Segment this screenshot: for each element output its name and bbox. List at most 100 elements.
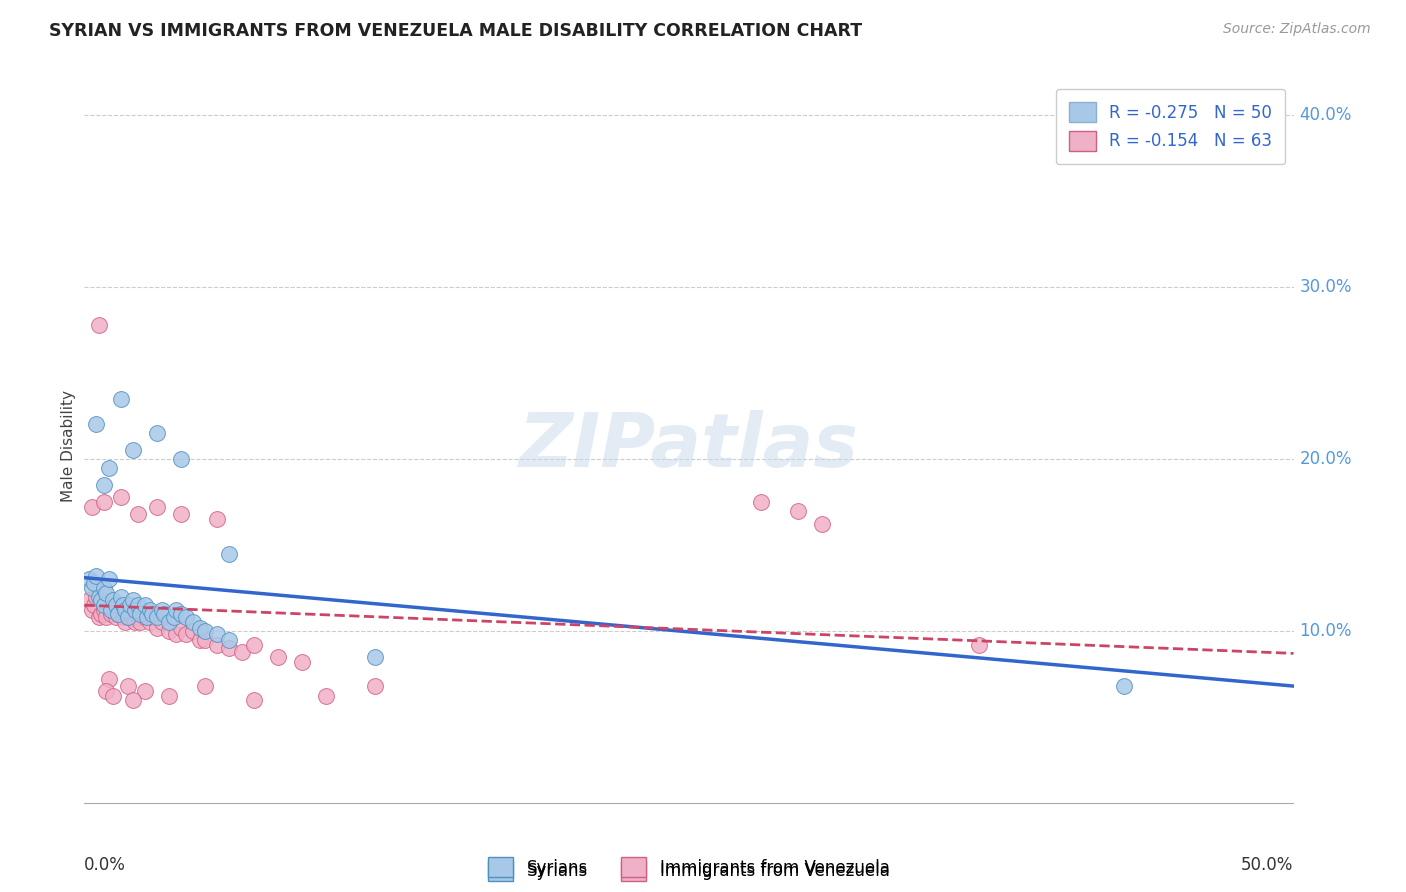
Point: [207, 512, 229, 526]
Point: [114, 615, 136, 630]
Point: [112, 610, 135, 624]
Point: [107, 607, 129, 621]
Text: 40.0%: 40.0%: [1299, 105, 1353, 124]
Point: [100, 607, 122, 621]
Point: [786, 503, 808, 517]
Point: [94, 610, 117, 624]
Point: [157, 624, 180, 638]
Point: [363, 649, 385, 664]
Point: [121, 593, 143, 607]
Point: [811, 517, 834, 532]
Point: [207, 627, 229, 641]
Point: [146, 426, 169, 441]
Point: [112, 598, 135, 612]
Point: [134, 684, 156, 698]
Point: [86, 417, 108, 432]
Point: [190, 621, 212, 635]
Point: [363, 679, 385, 693]
Point: [93, 581, 115, 595]
Point: [114, 603, 136, 617]
Point: [107, 607, 129, 621]
Point: [127, 610, 149, 624]
Point: [117, 610, 139, 624]
Point: [110, 392, 132, 406]
Point: [967, 638, 990, 652]
Point: [218, 632, 240, 647]
Point: [136, 610, 159, 624]
Point: [170, 621, 193, 635]
Text: Source: ZipAtlas.com: Source: ZipAtlas.com: [1223, 22, 1371, 37]
Point: [93, 603, 115, 617]
Point: [190, 632, 212, 647]
Point: [121, 693, 143, 707]
Point: [83, 598, 105, 612]
Point: [93, 495, 115, 509]
Point: [100, 603, 122, 617]
Point: [127, 598, 149, 612]
Point: [174, 627, 197, 641]
Point: [174, 610, 197, 624]
Point: [146, 500, 169, 514]
Point: [120, 607, 142, 621]
Point: [146, 610, 169, 624]
Text: 30.0%: 30.0%: [1299, 277, 1353, 296]
Text: 20.0%: 20.0%: [1299, 450, 1353, 468]
Point: [87, 590, 110, 604]
Point: [103, 603, 125, 617]
Point: [120, 598, 142, 612]
Point: [181, 615, 204, 630]
Point: [165, 627, 187, 641]
Point: [77, 573, 100, 587]
Text: 10.0%: 10.0%: [1299, 622, 1353, 640]
Point: [242, 693, 264, 707]
Point: [90, 607, 112, 621]
Point: [90, 593, 112, 607]
Point: [93, 598, 115, 612]
Point: [77, 593, 100, 607]
Point: [291, 655, 314, 669]
Point: [1114, 679, 1136, 693]
Point: [117, 679, 139, 693]
Point: [87, 318, 110, 332]
Point: [124, 615, 146, 630]
Point: [103, 593, 125, 607]
Point: [218, 547, 240, 561]
Point: [170, 507, 193, 521]
Point: [94, 684, 117, 698]
Point: [124, 603, 146, 617]
Point: [87, 610, 110, 624]
Point: [751, 495, 773, 509]
Point: [150, 615, 173, 630]
Point: [129, 607, 152, 621]
Point: [110, 603, 132, 617]
Point: [231, 645, 253, 659]
Point: [121, 610, 143, 624]
Point: [103, 690, 125, 704]
Point: [150, 603, 173, 617]
Point: [157, 690, 180, 704]
Point: [267, 649, 290, 664]
Point: [194, 632, 217, 647]
Point: [218, 641, 240, 656]
Point: [104, 610, 127, 624]
Point: [86, 590, 108, 604]
Text: SYRIAN VS IMMIGRANTS FROM VENEZUELA MALE DISABILITY CORRELATION CHART: SYRIAN VS IMMIGRANTS FROM VENEZUELA MALE…: [49, 22, 862, 40]
Point: [207, 638, 229, 652]
Point: [181, 624, 204, 638]
Point: [315, 690, 337, 704]
Point: [110, 590, 132, 604]
Point: [80, 581, 103, 595]
Point: [138, 603, 160, 617]
Point: [110, 490, 132, 504]
Point: [129, 615, 152, 630]
Point: [170, 607, 193, 621]
Point: [104, 598, 127, 612]
Point: [121, 443, 143, 458]
Point: [165, 603, 187, 617]
Text: 0.0%: 0.0%: [84, 855, 127, 873]
Point: [93, 477, 115, 491]
Point: [83, 575, 105, 590]
Point: [97, 672, 120, 686]
Legend: Syrians, Immigrants from Venezuela: Syrians, Immigrants from Venezuela: [482, 850, 896, 884]
Point: [134, 598, 156, 612]
